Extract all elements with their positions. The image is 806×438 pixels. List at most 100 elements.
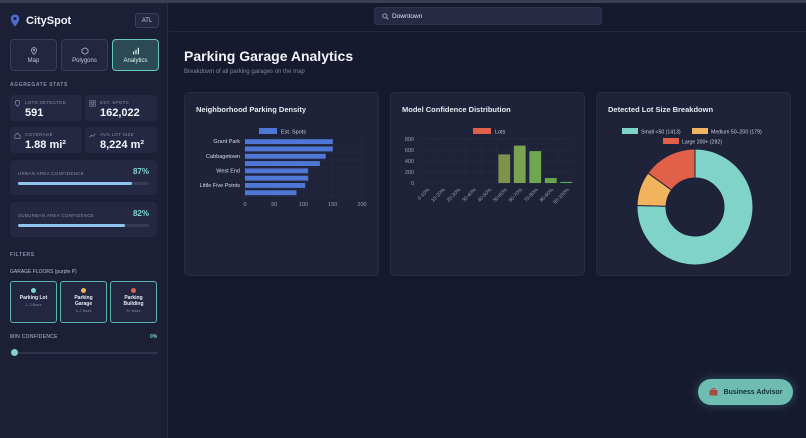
x-tick-label: 90-100%: [552, 187, 571, 206]
floor-filter-parking-building[interactable]: Parking Building 8+ floors: [110, 281, 157, 323]
confidence-bar-fill: [18, 224, 126, 227]
bar: [245, 175, 309, 181]
hexagon-icon: [81, 46, 88, 55]
tab-map-label: Map: [27, 57, 40, 64]
header-divider: [169, 31, 806, 32]
x-tick-label: 30-40%: [461, 187, 478, 204]
bar: [529, 151, 542, 183]
legend-swatch: [663, 138, 679, 144]
page-title: Parking Garage Analytics: [184, 48, 354, 64]
stat-avg-lot-size: AVG LOT SIZE 8,224 m²: [85, 127, 157, 153]
x-tick-label: 50-60%: [492, 187, 509, 204]
x-tick-label: 40-50%: [477, 187, 494, 204]
legend-swatch: [692, 128, 708, 134]
floor-filter-name-2: Building: [123, 301, 144, 307]
x-tick-label: 100: [299, 202, 308, 208]
y-tick-label: 400: [405, 159, 414, 165]
color-dot: [131, 288, 136, 293]
tab-polygons[interactable]: Polygons: [61, 39, 108, 71]
bar: [245, 153, 326, 159]
view-tabs: Map Polygons Analytics: [10, 39, 159, 71]
x-tick-label: 20-30%: [446, 187, 463, 204]
bar-chart-icon: [132, 47, 139, 54]
search-bar[interactable]: [374, 7, 602, 25]
legend-swatch: [259, 128, 277, 134]
stat-label: AVG LOT SIZE: [100, 132, 134, 137]
location-pin-icon: [10, 14, 20, 27]
legend-label: Small <50 (1413): [641, 129, 681, 135]
floor-filter-parking-lot[interactable]: Parking Lot 1–3 floors: [10, 281, 57, 323]
floor-filter-range: 4–7 floors: [75, 309, 92, 313]
stat-label: EST. SPOTS: [100, 100, 130, 105]
chart-title: Detected Lot Size Breakdown: [608, 105, 714, 114]
stat-est-spots: EST. SPOTS 162,022: [85, 95, 157, 121]
legend-swatch: [622, 128, 638, 134]
density-bar-chart: Est. Spots 0 50 100 150 200 Grant Park Cabbaget…: [200, 128, 367, 208]
tab-polygons-label: Polygons: [72, 57, 97, 64]
x-tick-label: 150: [328, 202, 337, 208]
floor-filter-name: Parking: [74, 295, 93, 301]
search-input[interactable]: [392, 10, 592, 23]
urban-confidence-card: URBAN AREA CONFIDENCE 87%: [10, 160, 157, 195]
suburban-confidence-card: SUBURBAN AREA CONFIDENCE 82%: [10, 202, 157, 237]
bar: [245, 168, 309, 174]
city-selector[interactable]: ATL: [135, 13, 159, 28]
sidebar: CitySpot ATL Map Polygons Analytics AGGR…: [0, 3, 168, 438]
slider-thumb[interactable]: [11, 349, 18, 356]
floor-filter-parking-garage[interactable]: Parking Garage 4–7 floors: [60, 281, 107, 323]
window-top-bar: [0, 0, 806, 3]
home-icon: [14, 132, 21, 139]
tab-map[interactable]: Map: [10, 39, 57, 71]
floor-filter-name: Parking: [124, 295, 143, 301]
min-confidence-slider[interactable]: [14, 352, 158, 354]
map-pin-icon: [30, 46, 37, 55]
garage-floors-label: GARAGE FLOORS (purple P): [10, 269, 77, 275]
confidence-label: SUBURBAN AREA CONFIDENCE: [18, 213, 95, 218]
aggregate-stats-heading: AGGREGATE STATS: [10, 82, 68, 88]
bar: [245, 161, 320, 166]
x-tick-label: 10-20%: [430, 187, 447, 204]
app-name: CitySpot: [26, 14, 72, 27]
chart-title: Model Confidence Distribution: [402, 105, 511, 114]
stat-label: COVERAGE: [25, 132, 53, 137]
business-advisor-button[interactable]: Business Advisor: [698, 379, 793, 405]
business-advisor-label: Business Advisor: [723, 388, 783, 396]
trend-icon: [89, 133, 96, 138]
x-tick-label: 50: [271, 202, 277, 208]
confidence-bar: [18, 224, 149, 227]
y-tick-label: Little Five Points: [200, 183, 241, 189]
stat-value: 1.88 mi²: [25, 139, 66, 151]
confidence-value: 82%: [132, 209, 149, 218]
legend-label: Large 200+ (282): [682, 139, 722, 145]
stat-value: 8,224 m²: [100, 139, 145, 151]
confidence-chart-card: Model Confidence Distribution Lots 0 200 40…: [390, 92, 585, 276]
legend-swatch: [473, 128, 491, 134]
confidence-bar: [18, 182, 149, 185]
floor-filter-name-2: Garage: [74, 301, 93, 307]
grid-icon: [89, 100, 96, 107]
confidence-label: URBAN AREA CONFIDENCE: [18, 171, 85, 176]
bar: [560, 181, 573, 183]
legend-label: Est. Spots: [281, 130, 306, 136]
brand[interactable]: CitySpot: [10, 14, 71, 27]
y-tick-label: West End: [216, 168, 240, 174]
stat-value: 591: [25, 107, 44, 119]
y-tick-label: Cabbagetown: [206, 154, 240, 160]
stat-coverage: COVERAGE 1.88 mi²: [10, 127, 82, 153]
stat-value: 162,022: [100, 107, 140, 119]
color-dot: [81, 288, 86, 293]
doughnut-slice: [636, 148, 754, 266]
x-tick-label: 0: [243, 202, 246, 208]
floor-filter-range: 1–3 floors: [25, 303, 42, 307]
y-tick-label: Grant Park: [213, 139, 240, 145]
search-icon: [382, 13, 389, 20]
lotsize-doughnut-chart: Small <50 (1413) Medium 50–200 (179) Large…: [622, 128, 762, 266]
tab-analytics[interactable]: Analytics: [112, 39, 159, 71]
x-tick-label: 200: [357, 202, 366, 208]
min-confidence-value: 0%: [150, 334, 158, 340]
location-pin-icon: [15, 100, 20, 107]
filters-heading: FILTERS: [10, 252, 35, 258]
bar: [245, 183, 306, 188]
y-tick-label: 800: [405, 137, 414, 143]
